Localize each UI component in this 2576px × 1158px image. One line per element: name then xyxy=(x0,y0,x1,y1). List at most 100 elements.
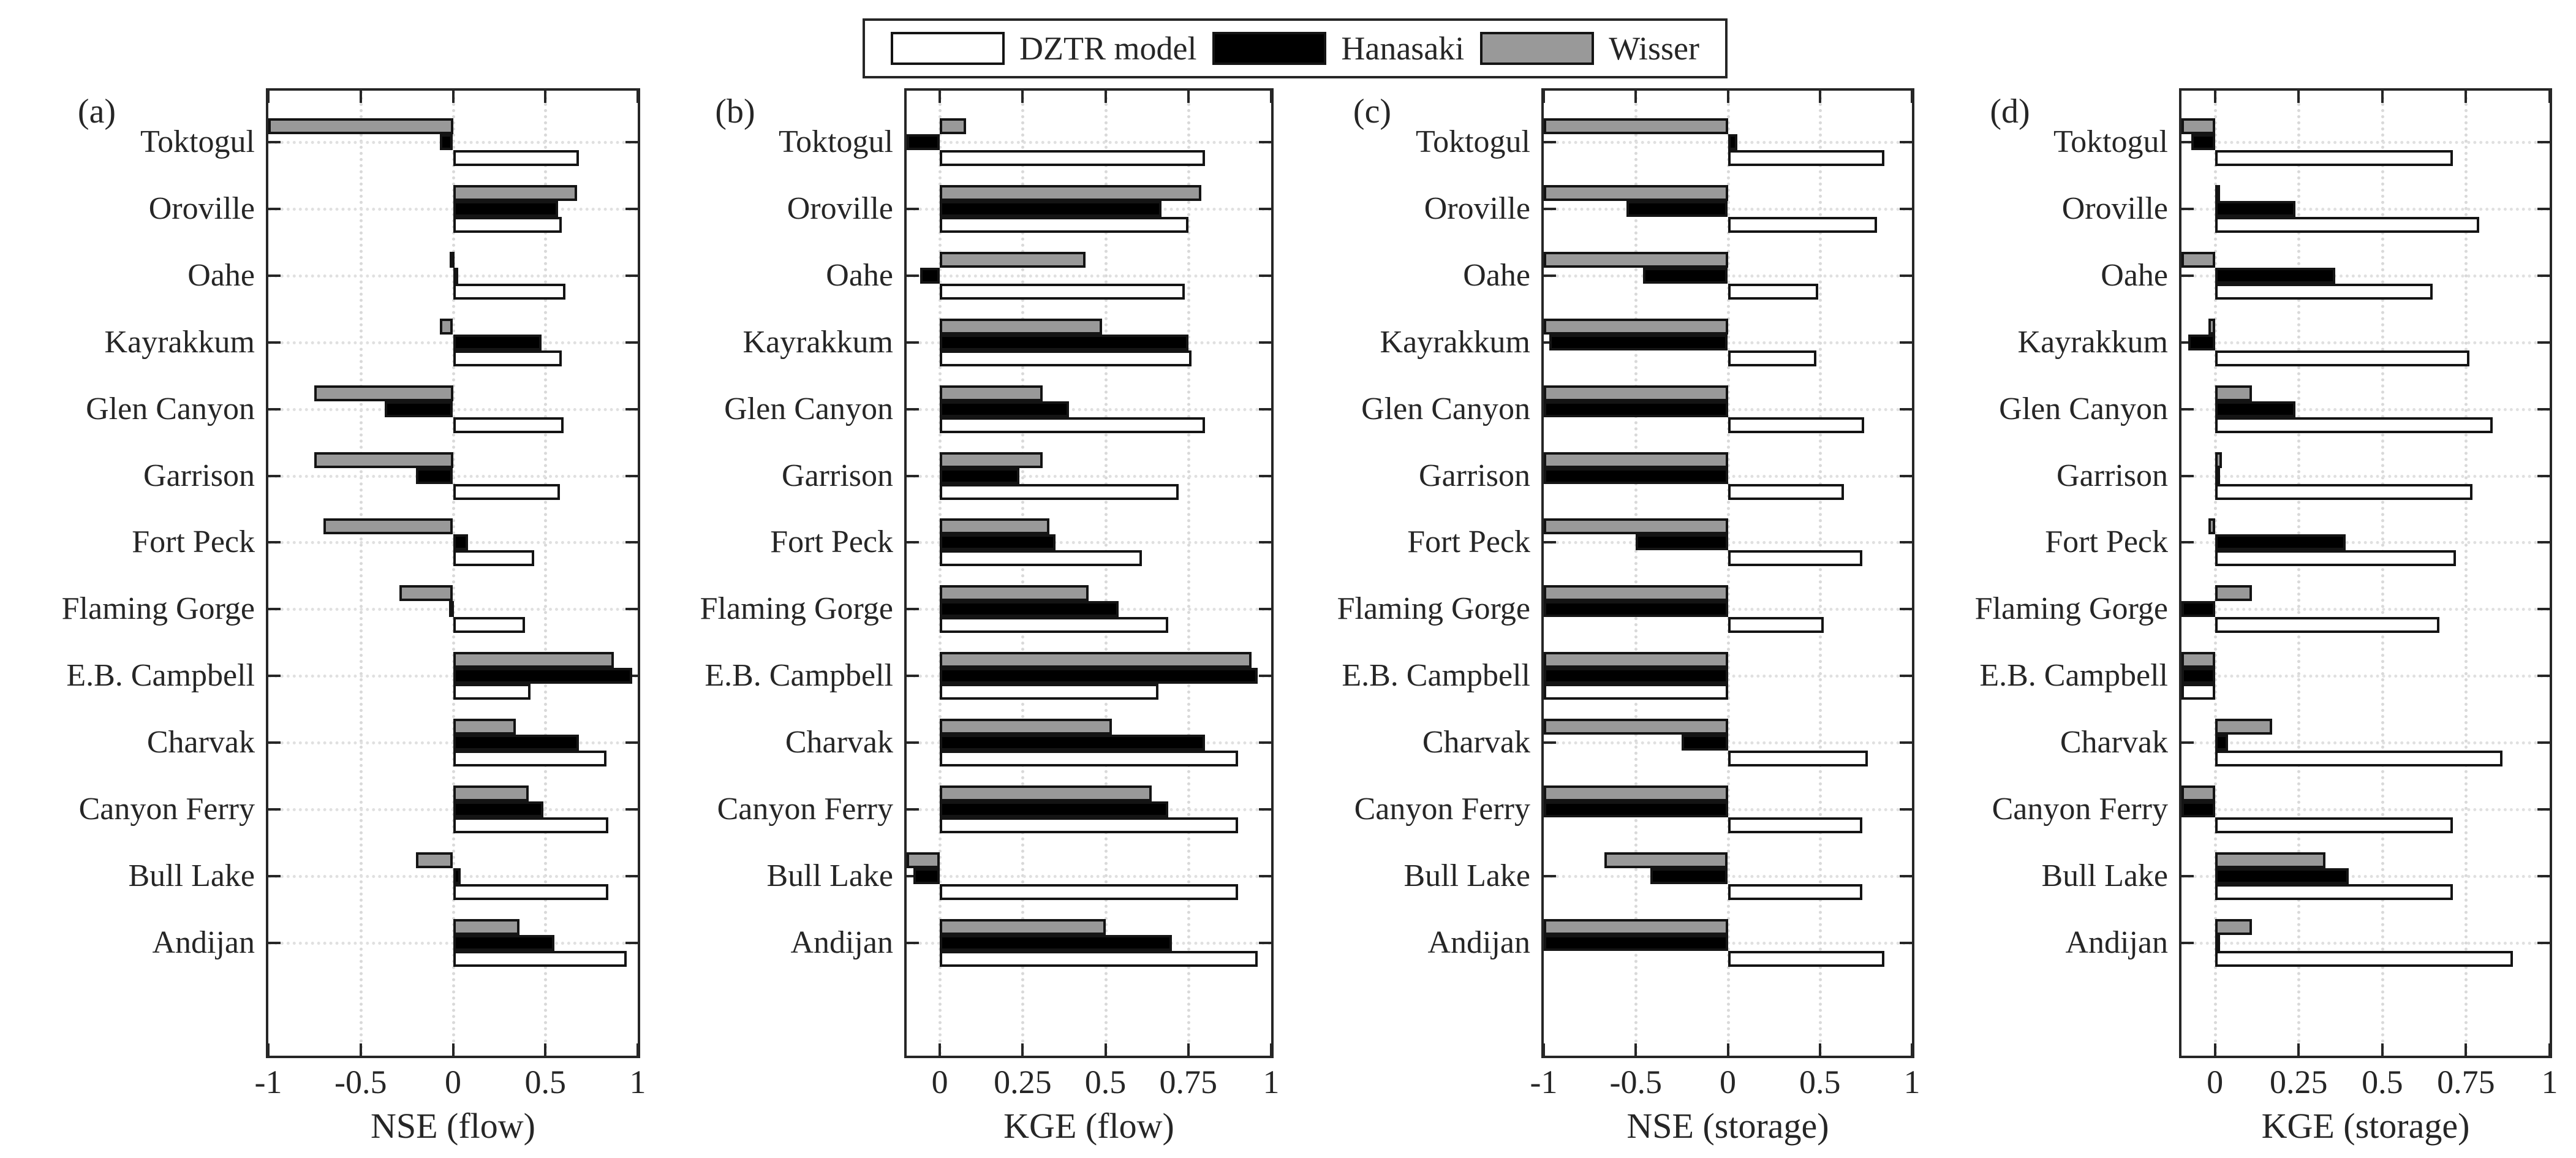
wisser-bar xyxy=(1544,118,1728,134)
gridline-y xyxy=(2181,741,2550,745)
hanasaki-bar xyxy=(384,401,453,417)
y-tick-left xyxy=(268,541,281,544)
hanasaki-bar xyxy=(1544,668,1728,684)
x-tick-bottom xyxy=(2213,1043,2216,1056)
category-label: Garrison xyxy=(782,458,893,493)
wisser-bar xyxy=(940,518,1049,535)
y-tick-left xyxy=(1544,541,1556,544)
x-tick-top xyxy=(1270,91,1272,103)
y-tick-left xyxy=(907,274,919,277)
x-tick-bottom xyxy=(359,1043,362,1056)
gridline-y xyxy=(1544,474,1912,478)
legend-item-hanasaki: Hanasaki xyxy=(1212,29,1464,67)
y-tick-right xyxy=(2537,541,2550,544)
gridline-y xyxy=(907,141,1271,144)
dztr-model-bar xyxy=(2215,216,2480,233)
x-tick-bottom xyxy=(2381,1043,2384,1056)
hanasaki-bar xyxy=(940,934,1172,951)
dztr-model-bar xyxy=(453,950,627,967)
y-tick-left xyxy=(268,141,281,143)
y-tick-left xyxy=(268,608,281,611)
dztr-model-bar xyxy=(2215,417,2493,433)
category-label: Oroville xyxy=(787,191,893,226)
category-label: Canyon Ferry xyxy=(1992,792,2168,827)
y-tick-left xyxy=(268,808,281,811)
y-tick-left xyxy=(268,474,281,477)
x-tick-top xyxy=(1911,91,1913,103)
y-tick-right xyxy=(625,541,638,544)
category-label: Charvak xyxy=(146,725,255,760)
category-label: E.B. Campbell xyxy=(704,658,893,694)
y-tick-right xyxy=(625,341,638,344)
y-tick-left xyxy=(2181,741,2194,744)
category-label: Oroville xyxy=(1424,191,1530,226)
wisser-bar xyxy=(940,184,1202,201)
dztr-model-bar xyxy=(1728,417,1864,433)
wisser-bar xyxy=(323,518,453,535)
x-tick-bottom xyxy=(451,1043,455,1056)
gridline-y xyxy=(2181,207,2550,211)
y-tick-left xyxy=(907,741,919,744)
hanasaki-bar xyxy=(1643,267,1728,284)
y-tick-left xyxy=(2181,207,2194,210)
category-label: Bull Lake xyxy=(766,858,893,893)
hanasaki-bar xyxy=(907,134,940,150)
dztr-model-bar xyxy=(1728,617,1824,634)
y-tick-left xyxy=(268,407,281,411)
y-tick-right xyxy=(1259,808,1271,811)
category-label: Kayrakkum xyxy=(104,324,255,360)
dztr-model-bar xyxy=(1728,483,1844,500)
y-tick-right xyxy=(1900,541,1912,544)
wisser-bar xyxy=(1544,652,1728,668)
category-label: Glen Canyon xyxy=(1361,391,1530,426)
x-tick-bottom xyxy=(544,1043,547,1056)
y-tick-right xyxy=(1259,608,1271,611)
dztr-model-bar xyxy=(453,617,526,634)
wisser-bar xyxy=(1544,518,1728,535)
x-tick-label: -1 xyxy=(1530,1064,1558,1100)
hanasaki-bar xyxy=(1549,334,1728,350)
dztr-model-bar xyxy=(1728,150,1884,166)
category-label: Glen Canyon xyxy=(1999,391,2168,426)
y-tick-left xyxy=(268,207,281,210)
hanasaki-bar xyxy=(453,735,579,751)
category-label: Bull Lake xyxy=(128,858,255,893)
wisser-bar xyxy=(453,785,529,801)
hanasaki-bar xyxy=(940,735,1205,751)
y-tick-left xyxy=(1544,274,1556,277)
dztr-model-bar xyxy=(1728,950,1884,967)
wisser-bar xyxy=(1544,452,1728,468)
wisser-bar xyxy=(449,251,455,268)
y-tick-right xyxy=(625,474,638,477)
y-tick-right xyxy=(625,741,638,744)
dztr-model-bar xyxy=(940,751,1238,767)
y-tick-left xyxy=(907,474,919,477)
gridline-y xyxy=(1544,941,1912,945)
category-label: Oahe xyxy=(2101,257,2168,293)
dztr-model-bar xyxy=(1544,684,1728,700)
hanasaki-bar xyxy=(1682,735,1728,751)
x-tick-top xyxy=(2548,91,2551,103)
hanasaki-bar xyxy=(2181,801,2215,817)
y-tick-left xyxy=(907,407,919,411)
y-tick-right xyxy=(1259,474,1271,477)
dztr-model-bar xyxy=(940,817,1238,833)
dztr-model-bar xyxy=(1728,350,1816,366)
category-label: Oahe xyxy=(826,257,893,293)
x-tick-label: -1 xyxy=(254,1064,282,1100)
gridline-x xyxy=(1818,91,1822,1056)
y-tick-left xyxy=(2181,407,2194,411)
hanasaki-bar xyxy=(940,534,1056,551)
gridline-x xyxy=(1634,91,1638,1056)
y-tick-left xyxy=(2181,874,2194,877)
dztr-model-bar xyxy=(2215,950,2513,967)
dztr-model-bar xyxy=(940,150,1205,166)
category-label: Canyon Ferry xyxy=(717,792,893,827)
gridline-y xyxy=(2181,941,2550,945)
x-tick-top xyxy=(1634,91,1637,103)
category-label: Glen Canyon xyxy=(724,391,893,426)
x-tick-bottom xyxy=(2297,1043,2300,1056)
wisser-bar xyxy=(940,785,1152,801)
wisser-bar xyxy=(2181,251,2215,268)
y-tick-left xyxy=(2181,141,2194,143)
